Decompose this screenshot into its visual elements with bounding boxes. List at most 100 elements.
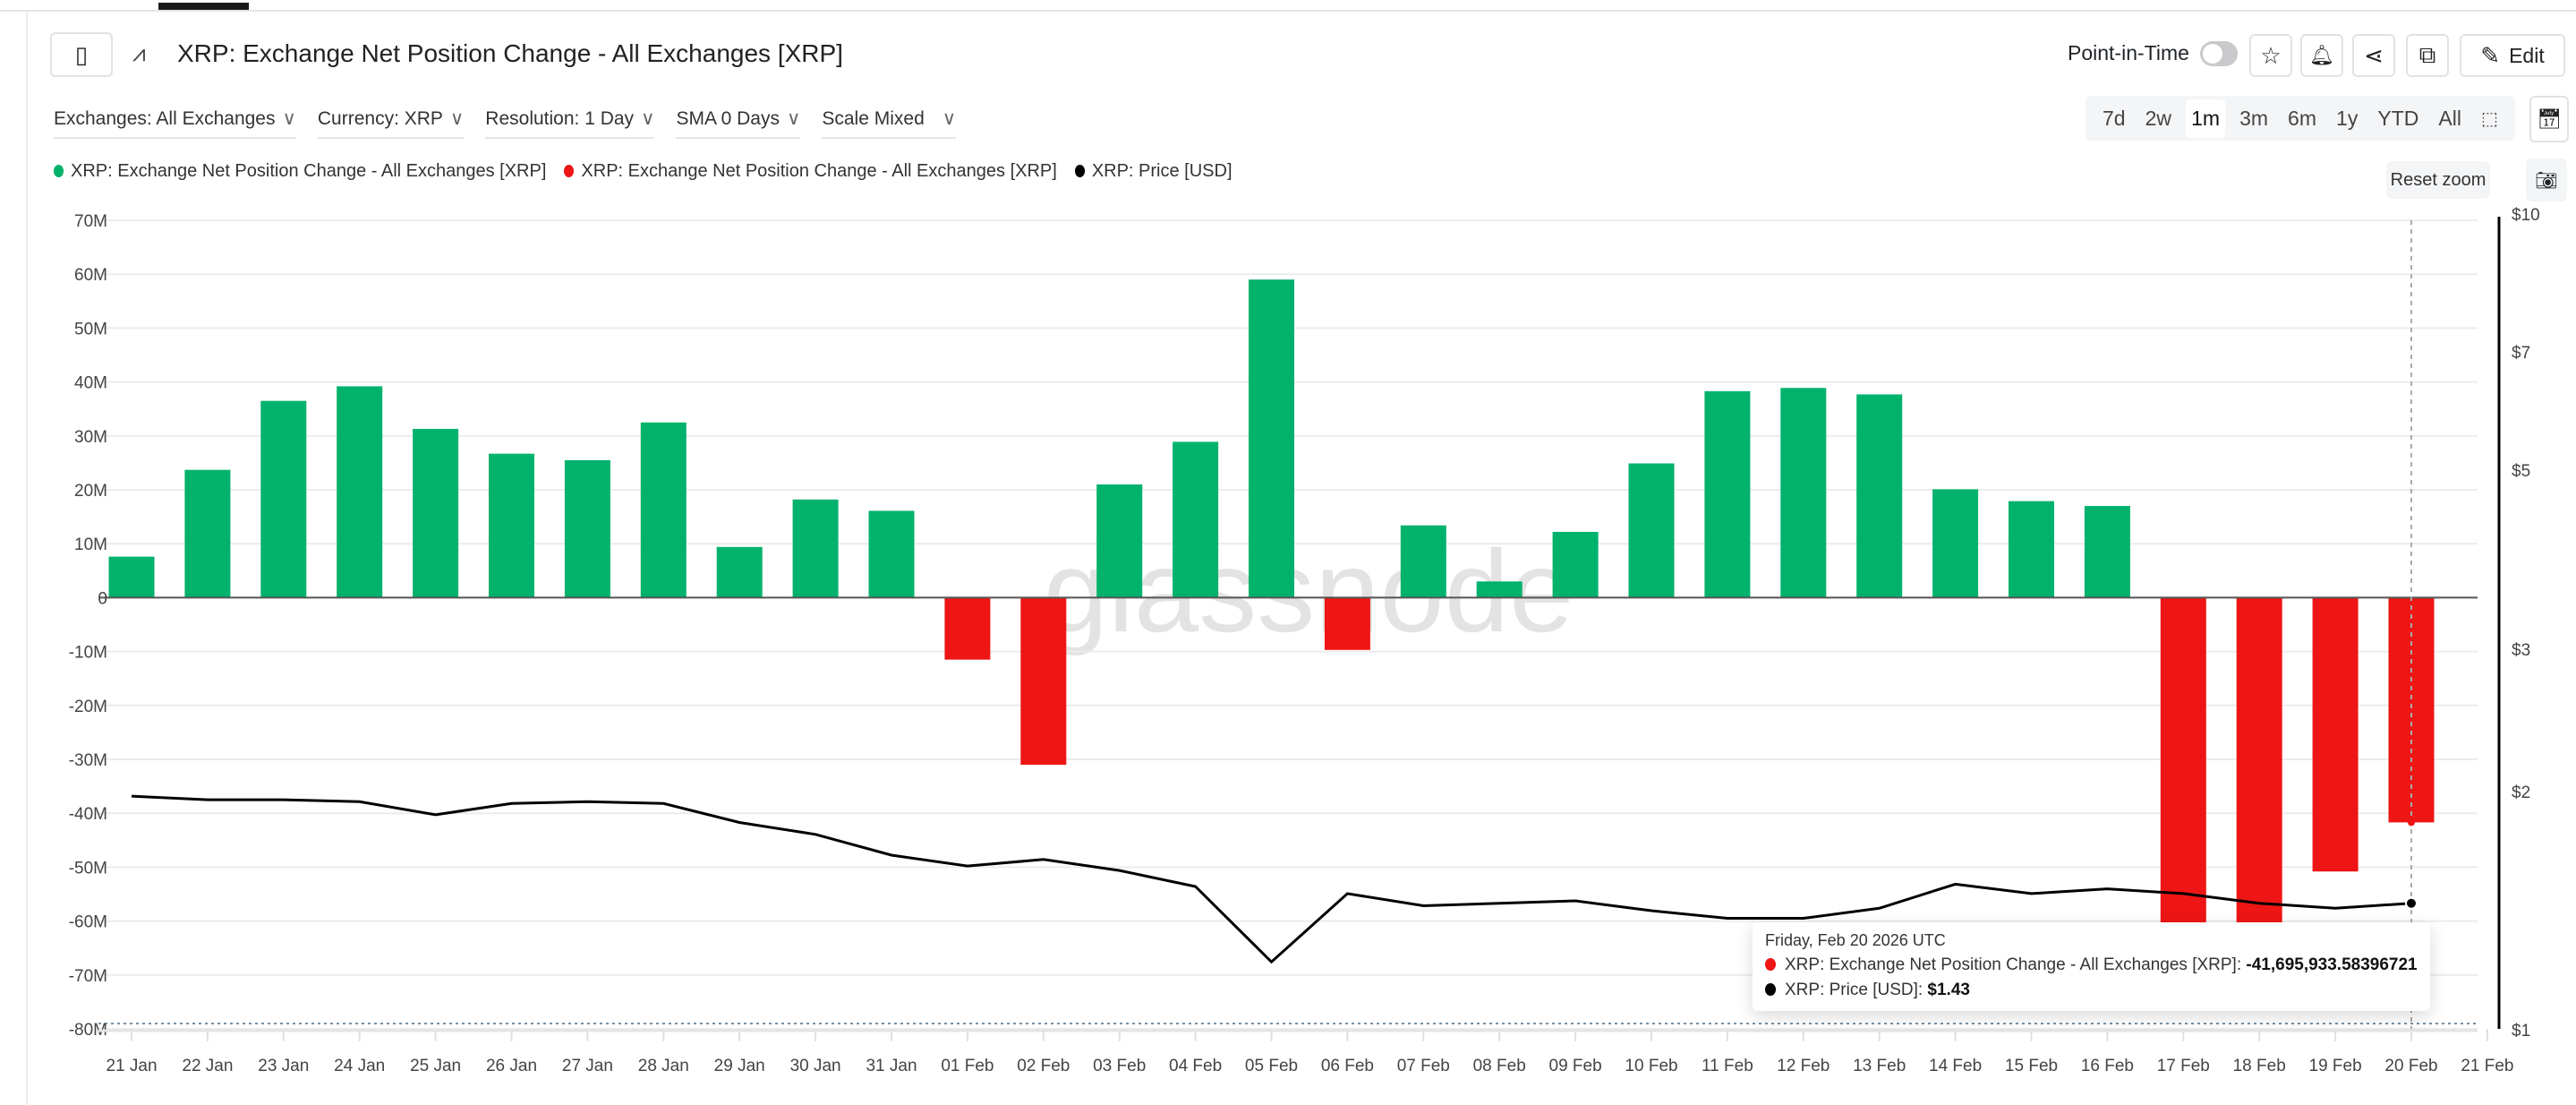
filter-label: Exchanges: All Exchanges — [54, 108, 276, 129]
x-tick-label: 08 Feb — [1473, 1057, 1526, 1075]
y-tick-label: 60M — [74, 266, 107, 285]
tooltip-label: XRP: Price [USD]: — [1785, 981, 1928, 999]
bar-positive — [489, 453, 534, 598]
x-tick-label: 07 Feb — [1397, 1057, 1450, 1075]
bar-positive — [260, 400, 307, 598]
bar-positive — [2084, 506, 2130, 598]
y-tick-label: 50M — [74, 320, 107, 338]
tooltip-dot — [1765, 958, 1776, 971]
x-tick-label: 31 Jan — [866, 1057, 917, 1075]
chevron-down-icon: ∨ — [786, 108, 801, 129]
bar-positive — [1476, 581, 1523, 598]
x-tick-label: 21 Jan — [106, 1057, 157, 1075]
screenshot-button[interactable]: 📷︎ — [2526, 158, 2567, 201]
bar-positive — [1552, 531, 1599, 598]
range-1y[interactable]: 1y — [2336, 106, 2358, 130]
alert-button[interactable]: 🔔︎ — [2300, 34, 2343, 77]
bar-positive — [868, 510, 915, 598]
edit-label: Edit — [2509, 43, 2545, 67]
right-tick-label: $10 — [2512, 206, 2540, 225]
right-tick-label: $2 — [2512, 784, 2530, 802]
date-picker-button[interactable]: 📅︎ — [2529, 96, 2569, 142]
chevron-down-icon: ∨ — [641, 108, 655, 129]
point-in-time-toggle[interactable] — [2200, 41, 2238, 66]
tooltip-dot — [1765, 983, 1776, 996]
favorite-button[interactable]: ☆ — [2249, 34, 2292, 77]
filter-sma[interactable]: SMA 0 Days ∨ — [676, 107, 801, 139]
legend-dot — [54, 165, 64, 177]
active-tab-indicator — [158, 3, 249, 10]
legend-item-outflow[interactable]: XRP: Exchange Net Position Change - All … — [564, 161, 1057, 182]
calendar-icon: 📅︎ — [2537, 107, 2562, 130]
y-tick-label: 0 — [98, 589, 107, 608]
star-icon: ☆ — [2260, 41, 2282, 69]
range-3m[interactable]: 3m — [2239, 106, 2269, 130]
tooltip: Friday, Feb 20 2026 UTC XRP: Exchange Ne… — [1753, 922, 2430, 1011]
range-2w[interactable]: 2w — [2145, 106, 2172, 130]
tooltip-value: -41,695,933.58396721 — [2246, 955, 2418, 974]
bar-positive — [2009, 501, 2054, 598]
range-all[interactable]: All — [2438, 106, 2461, 130]
x-tick-label: 29 Jan — [714, 1057, 765, 1075]
x-tick-label: 02 Feb — [1017, 1057, 1070, 1075]
y-tick-label: 10M — [74, 535, 107, 554]
x-tick-label: 15 Feb — [2005, 1057, 2058, 1075]
x-tick-label: 21 Feb — [2461, 1057, 2513, 1075]
point-in-time-label: Point-in-Time — [2068, 41, 2189, 64]
y-tick-label: -30M — [69, 751, 107, 770]
legend-item-price[interactable]: XRP: Price [USD] — [1074, 161, 1233, 182]
x-tick-label: 09 Feb — [1549, 1057, 1602, 1075]
bar-positive — [413, 428, 459, 598]
bar-positive — [184, 469, 231, 598]
filter-resolution[interactable]: Resolution: 1 Day ∨ — [485, 107, 655, 139]
x-tick-label: 26 Jan — [486, 1057, 537, 1075]
chart-legend: XRP: Exchange Net Position Change - All … — [54, 161, 1233, 182]
sidebar-toggle-icon: ▯ — [74, 40, 89, 68]
copy-button[interactable]: ⧉ — [2406, 34, 2449, 77]
legend-item-inflow[interactable]: XRP: Exchange Net Position Change - All … — [54, 161, 546, 182]
tooltip-row-price: XRP: Price [USD]: $1.43 — [1765, 981, 2418, 1000]
filter-currency[interactable]: Currency: XRP ∨ — [317, 107, 465, 139]
range-7d[interactable]: 7d — [2103, 106, 2126, 130]
legend-label: XRP: Exchange Net Position Change - All … — [581, 161, 1057, 181]
bar-positive — [1249, 279, 1294, 598]
x-tick-label: 06 Feb — [1321, 1057, 1374, 1075]
x-tick-label: 13 Feb — [1853, 1057, 1906, 1075]
range-1m[interactable]: 1m — [2186, 99, 2226, 138]
filter-scale[interactable]: Scale Mixed ∨ — [822, 107, 957, 139]
zoom-select-icon[interactable]: ⬚ — [2480, 108, 2498, 129]
x-tick-label: 19 Feb — [2309, 1057, 2362, 1075]
x-tick-label: 20 Feb — [2384, 1057, 2437, 1075]
bar-positive — [1856, 394, 1903, 598]
pulse-icon: ⩘ — [132, 39, 146, 66]
bar-positive — [1400, 525, 1446, 598]
y-tick-label: 40M — [74, 374, 107, 393]
filter-label: Resolution: 1 Day — [485, 108, 635, 129]
bar-negative — [1020, 597, 1067, 766]
x-tick-label: 22 Jan — [182, 1057, 233, 1075]
reset-zoom-button[interactable]: Reset zoom — [2386, 161, 2490, 199]
bar-positive — [1096, 484, 1143, 598]
x-tick-label: 10 Feb — [1625, 1057, 1677, 1075]
y-tick-label: -60M — [69, 913, 107, 932]
legend-dot — [1074, 165, 1085, 177]
right-tick-label: $1 — [2512, 1022, 2530, 1041]
range-6m[interactable]: 6m — [2288, 106, 2316, 130]
sidebar-toggle-button[interactable]: ▯ — [50, 32, 113, 77]
x-tick-label: 14 Feb — [1929, 1057, 1982, 1075]
bar-positive — [1932, 489, 1979, 598]
bar-positive — [640, 422, 687, 598]
filter-label: SMA 0 Days — [676, 108, 780, 129]
bar-positive — [792, 499, 839, 598]
y-tick-label: 70M — [74, 212, 107, 231]
sidebar-divider — [26, 12, 28, 1105]
bar-negative — [2312, 597, 2358, 872]
filter-exchanges[interactable]: Exchanges: All Exchanges ∨ — [54, 107, 296, 139]
share-icon: ⋖ — [2364, 41, 2384, 69]
x-tick-label: 24 Jan — [334, 1057, 385, 1075]
range-ytd[interactable]: YTD — [2377, 106, 2419, 130]
share-button[interactable]: ⋖ — [2352, 34, 2395, 77]
edit-button[interactable]: ✎ Edit — [2460, 34, 2565, 77]
x-tick-label: 17 Feb — [2157, 1057, 2210, 1075]
